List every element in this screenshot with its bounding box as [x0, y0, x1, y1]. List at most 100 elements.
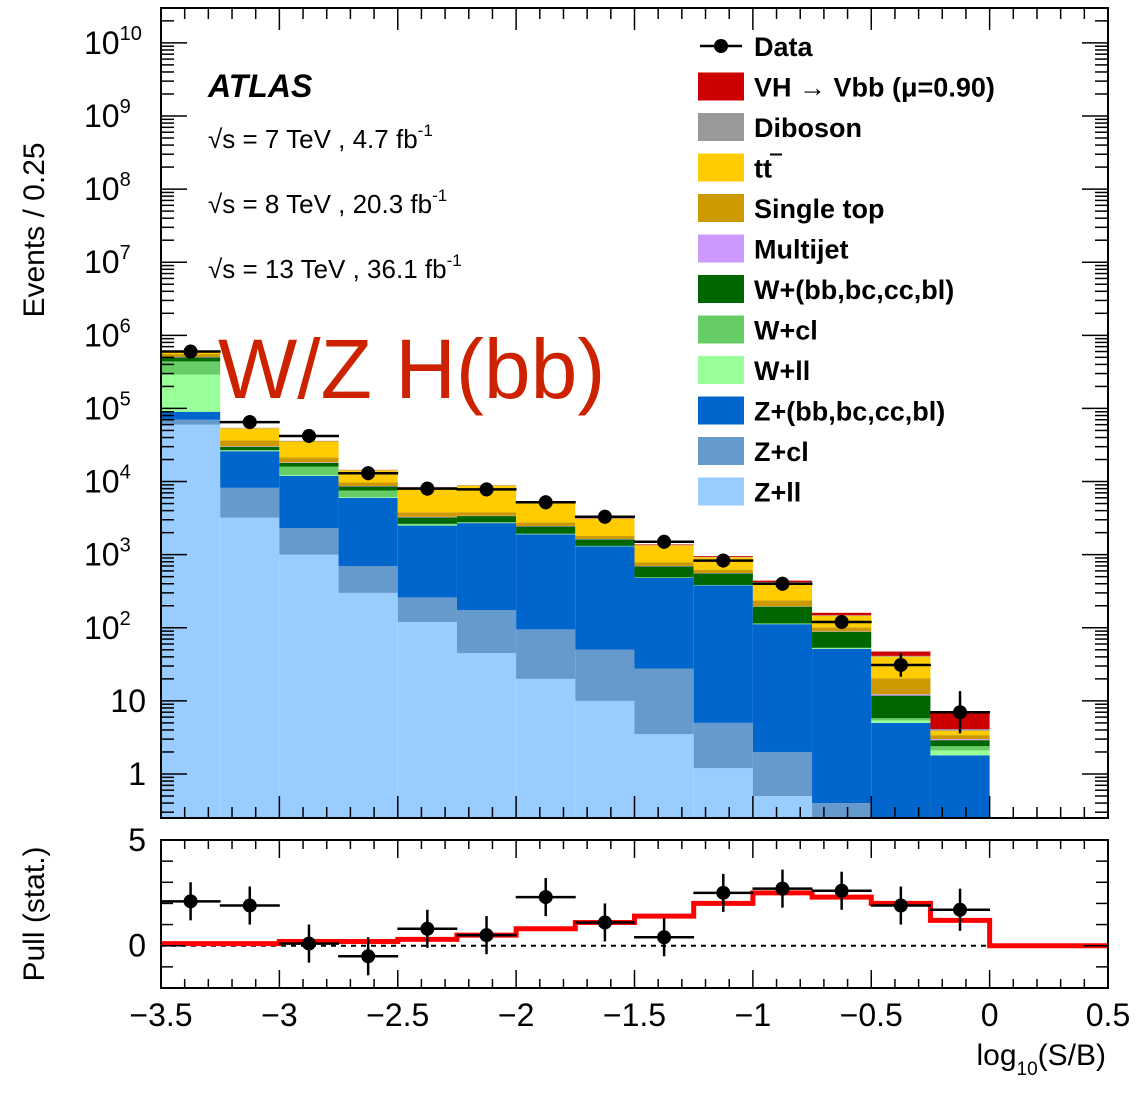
x-tick-label: −2 — [498, 997, 534, 1033]
luminosity-lines: √s = 7 TeV , 4.7 fb-1 √s = 8 TeV , 20.3 f… — [208, 121, 462, 284]
series-z-cl — [161, 419, 872, 818]
bar — [220, 446, 280, 451]
x-tick-label: −1 — [735, 997, 771, 1033]
legend-entry: W+(bb,bc,cc,bl) — [698, 275, 954, 305]
bar — [220, 440, 280, 447]
lumi-line: √s = 8 TeV , 20.3 fb-1 — [208, 186, 447, 219]
bar — [752, 600, 813, 607]
bar — [338, 490, 398, 497]
bar — [279, 457, 339, 463]
bar — [338, 496, 398, 498]
bar — [338, 485, 398, 487]
data-point — [634, 534, 695, 549]
legend-label: Data — [754, 32, 814, 62]
legend-entry: Z+ll — [698, 477, 801, 508]
bar — [397, 621, 457, 818]
bar — [871, 678, 931, 695]
legend-swatch — [698, 153, 744, 182]
series-w-bb-bc-cc-bl- — [161, 357, 990, 747]
bar — [871, 720, 931, 723]
legend-label: tt — [754, 154, 772, 184]
bar — [456, 653, 517, 818]
bar — [575, 649, 635, 701]
legend-swatch — [698, 315, 744, 344]
data-points — [160, 344, 991, 734]
experiment-label: ATLAS — [207, 68, 313, 104]
series-w-ll — [161, 374, 990, 756]
legend-swatch — [698, 275, 744, 303]
bar — [812, 648, 872, 649]
bar — [930, 740, 990, 747]
bar — [634, 668, 694, 735]
bar — [575, 536, 635, 539]
series-single-top — [161, 354, 990, 740]
legend-entry: Single top — [698, 194, 885, 224]
bar — [930, 746, 990, 751]
data-point — [278, 428, 339, 443]
main-y-tick-labels: 1 10 102 103 104 105 106 107 108 109 1010 — [84, 23, 146, 792]
y-tick-label: 1 — [128, 756, 146, 792]
bar — [161, 357, 221, 362]
bar — [516, 522, 576, 527]
y-tick-label: 109 — [84, 96, 131, 134]
legend-swatch — [698, 194, 744, 222]
legend-swatch — [698, 72, 744, 101]
bar — [930, 735, 990, 740]
data-point — [574, 509, 635, 524]
x-tick-labels: −3.5 −3 −2.5 −2 −1.5 −1 −0.5 0 0.5 — [129, 997, 1130, 1033]
legend-swatch — [698, 234, 744, 263]
legend-swatch — [698, 477, 744, 506]
pull-point — [634, 918, 695, 957]
legend-label: VH → Vbb (μ=0.90) — [754, 73, 995, 103]
bar — [693, 573, 753, 585]
x-tick-label: 0 — [981, 997, 999, 1033]
legend: Data VH → Vbb (μ=0.90) Diboson tt Single top… — [698, 32, 995, 508]
pull-point — [160, 882, 221, 921]
bar — [812, 803, 872, 818]
bar — [220, 428, 280, 441]
bar — [397, 517, 457, 524]
bar — [161, 374, 221, 412]
legend-entry: W+cl — [698, 315, 818, 346]
bar — [516, 501, 576, 523]
bar — [279, 462, 339, 467]
bar — [338, 486, 398, 491]
bar — [516, 526, 576, 534]
legend-entry: Z+cl — [698, 437, 809, 467]
legend-swatch — [698, 396, 744, 425]
legend-label: W+cl — [754, 316, 818, 346]
data-point — [338, 466, 399, 481]
data-point — [752, 576, 813, 591]
legend-entry: Multijet — [698, 234, 849, 265]
pull-point — [752, 869, 813, 908]
bar — [516, 629, 576, 679]
bar — [575, 518, 635, 537]
bar — [812, 648, 872, 804]
x-tick-label: −2.5 — [366, 997, 429, 1033]
y-tick-label: 104 — [84, 462, 131, 500]
bar — [516, 534, 576, 630]
bar — [634, 577, 694, 669]
pull-point — [930, 888, 991, 931]
x-tick-label: −0.5 — [840, 997, 903, 1033]
bar — [693, 768, 753, 818]
bar — [456, 516, 517, 523]
x-tick-label: 0.5 — [1086, 997, 1130, 1033]
data-point — [811, 614, 872, 629]
bar — [397, 525, 457, 598]
legend-entry: Data — [700, 32, 814, 62]
pull-ticks — [160, 839, 1109, 989]
bar — [575, 539, 635, 546]
x-tick-label: −3.5 — [129, 997, 192, 1033]
bar — [634, 734, 694, 818]
bar — [752, 582, 813, 601]
bar — [516, 678, 576, 818]
pull-point — [811, 871, 872, 910]
bar — [161, 411, 221, 420]
bar — [220, 446, 280, 447]
pull-point — [870, 886, 931, 925]
bar — [279, 441, 339, 458]
pull-y-tick-label: 5 — [128, 822, 146, 858]
legend-swatch — [698, 356, 744, 384]
y-tick-label: 106 — [84, 315, 131, 353]
